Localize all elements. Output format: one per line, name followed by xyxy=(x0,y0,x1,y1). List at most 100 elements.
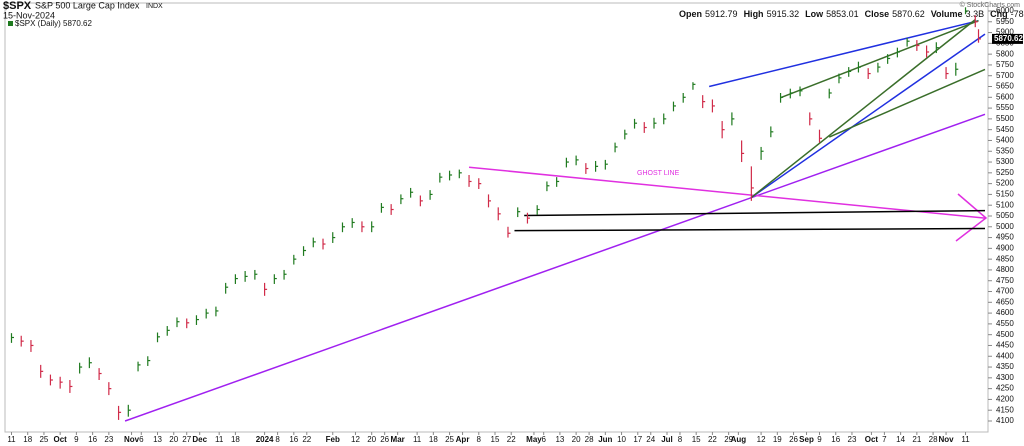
trendlines xyxy=(124,19,986,422)
x-tick-label: 10 xyxy=(617,435,626,444)
trendline xyxy=(124,113,986,422)
trendline xyxy=(750,19,976,199)
quote-value: 5912.79 xyxy=(705,9,738,19)
legend-swatch xyxy=(8,21,13,26)
quote-label: Low xyxy=(805,9,824,19)
y-tick-label: 4150 xyxy=(996,405,1014,414)
y-tick-label: 4100 xyxy=(996,416,1014,425)
quote-value: -78.55 (-1.32%) xyxy=(1011,9,1024,19)
x-tick-label: 8 xyxy=(678,435,683,444)
credit: © StockCharts.com xyxy=(960,1,1021,9)
y-tick-label: 5300 xyxy=(996,157,1014,166)
x-tick-label: 20 xyxy=(572,435,581,444)
y-tick-label: 5600 xyxy=(996,92,1014,101)
y-tick-label: 5900 xyxy=(996,28,1014,37)
y-tick-label: 5050 xyxy=(996,211,1014,220)
x-tick-label: 28 xyxy=(929,435,938,444)
y-tick-label: 5550 xyxy=(996,103,1014,112)
x-tick-label: 22 xyxy=(708,435,717,444)
trendline xyxy=(750,33,986,199)
x-tick-label: Apr xyxy=(456,435,470,444)
trendline xyxy=(524,209,986,217)
trendline xyxy=(468,166,986,219)
x-tick-label: 12 xyxy=(351,435,360,444)
y-tick-label: 5950 xyxy=(996,17,1014,26)
x-tick-label: Dec xyxy=(192,435,207,444)
x-tick-label: Sep xyxy=(799,435,814,444)
x-tick-label: 18 xyxy=(231,435,240,444)
x-tick-label: Feb xyxy=(326,435,340,444)
x-tick-label: 22 xyxy=(507,435,516,444)
y-tick-label: 5350 xyxy=(996,146,1014,155)
x-tick-label: 6 xyxy=(541,435,546,444)
y-tick-label: 5400 xyxy=(996,136,1014,145)
x-tick-label: 8 xyxy=(477,435,482,444)
date: 15-Nov-2024 xyxy=(3,10,55,20)
y-tick-label: 4850 xyxy=(996,254,1014,263)
y-tick-label: 4750 xyxy=(996,276,1014,285)
trendline xyxy=(708,19,979,88)
legend-value: 5870.62 xyxy=(63,19,92,28)
symbol: $SPX xyxy=(3,0,32,12)
x-tick-label: 23 xyxy=(848,435,857,444)
y-tick-label: 4800 xyxy=(996,265,1014,274)
x-tick-label: Nov xyxy=(938,435,954,444)
y-tick-label: 5450 xyxy=(996,125,1014,134)
annotation: GHOST LINE xyxy=(637,170,680,177)
quote: Open 5912.79 High 5915.32 Low 5853.01 Close 587… xyxy=(679,9,1024,19)
x-tick-label: 11 xyxy=(215,435,224,444)
x-tick-label: 22 xyxy=(302,435,311,444)
x-tick-label: 13 xyxy=(153,435,162,444)
arrow-head xyxy=(955,193,988,242)
y-tick-label: 4700 xyxy=(996,287,1014,296)
x-tick-label: Jun xyxy=(598,435,612,444)
price-bars xyxy=(10,7,982,420)
x-tick-label: 18 xyxy=(23,435,32,444)
x-tick-label: 15 xyxy=(692,435,701,444)
y-tick-label: 4500 xyxy=(996,330,1014,339)
x-tick-label: 19 xyxy=(773,435,782,444)
x-tick-label: 21 xyxy=(912,435,921,444)
x-tick-label: 13 xyxy=(555,435,564,444)
x-tick-label: Mar xyxy=(391,435,405,444)
x-tick-label: 11 xyxy=(413,435,422,444)
y-tick-label: 5200 xyxy=(996,179,1014,188)
plot-frame xyxy=(4,2,989,433)
price-tag xyxy=(992,33,1023,44)
x-tick-label: 9 xyxy=(74,435,79,444)
y-tick-label: 6000 xyxy=(996,6,1014,15)
x-tick-label: 16 xyxy=(88,435,97,444)
x-tick-label: Oct xyxy=(865,435,879,444)
x-tick-label: 27 xyxy=(182,435,191,444)
y-tick-label: 4350 xyxy=(996,362,1014,371)
y-tick-label: 5500 xyxy=(996,114,1014,123)
trendline xyxy=(780,19,979,99)
y-tick-label: 5650 xyxy=(996,82,1014,91)
y-tick-label: 5150 xyxy=(996,190,1014,199)
y-tick-label: 4200 xyxy=(996,395,1014,404)
y-tick-label: 4900 xyxy=(996,243,1014,252)
x-tick-label: 25 xyxy=(445,435,454,444)
x-tick-label: 2024 xyxy=(256,435,274,444)
x-tick-label: 15 xyxy=(491,435,500,444)
quote-label: Open xyxy=(679,9,702,19)
x-tick-label: 17 xyxy=(633,435,642,444)
x-tick-label: 9 xyxy=(817,435,822,444)
legend-name: $SPX (Daily) xyxy=(15,19,61,28)
y-tick-label: 5700 xyxy=(996,71,1014,80)
y-tick-label: 4300 xyxy=(996,373,1014,382)
y-tick-label: 5800 xyxy=(996,49,1014,58)
y-tick-label: 5250 xyxy=(996,168,1014,177)
x-tick-label: Aug xyxy=(731,435,747,444)
y-tick-label: 4650 xyxy=(996,297,1014,306)
trendline xyxy=(828,68,986,138)
x-tick-label: 6 xyxy=(139,435,144,444)
x-tick-label: 14 xyxy=(896,435,905,444)
quote-label: Volume xyxy=(931,9,963,19)
y-tick-label: 4250 xyxy=(996,384,1014,393)
y-tick-label: 5000 xyxy=(996,222,1014,231)
x-tick-label: 8 xyxy=(275,435,280,444)
quote-value: 5853.01 xyxy=(826,9,859,19)
x-tick-label: 29 xyxy=(724,435,733,444)
x-tick-label: 18 xyxy=(429,435,438,444)
